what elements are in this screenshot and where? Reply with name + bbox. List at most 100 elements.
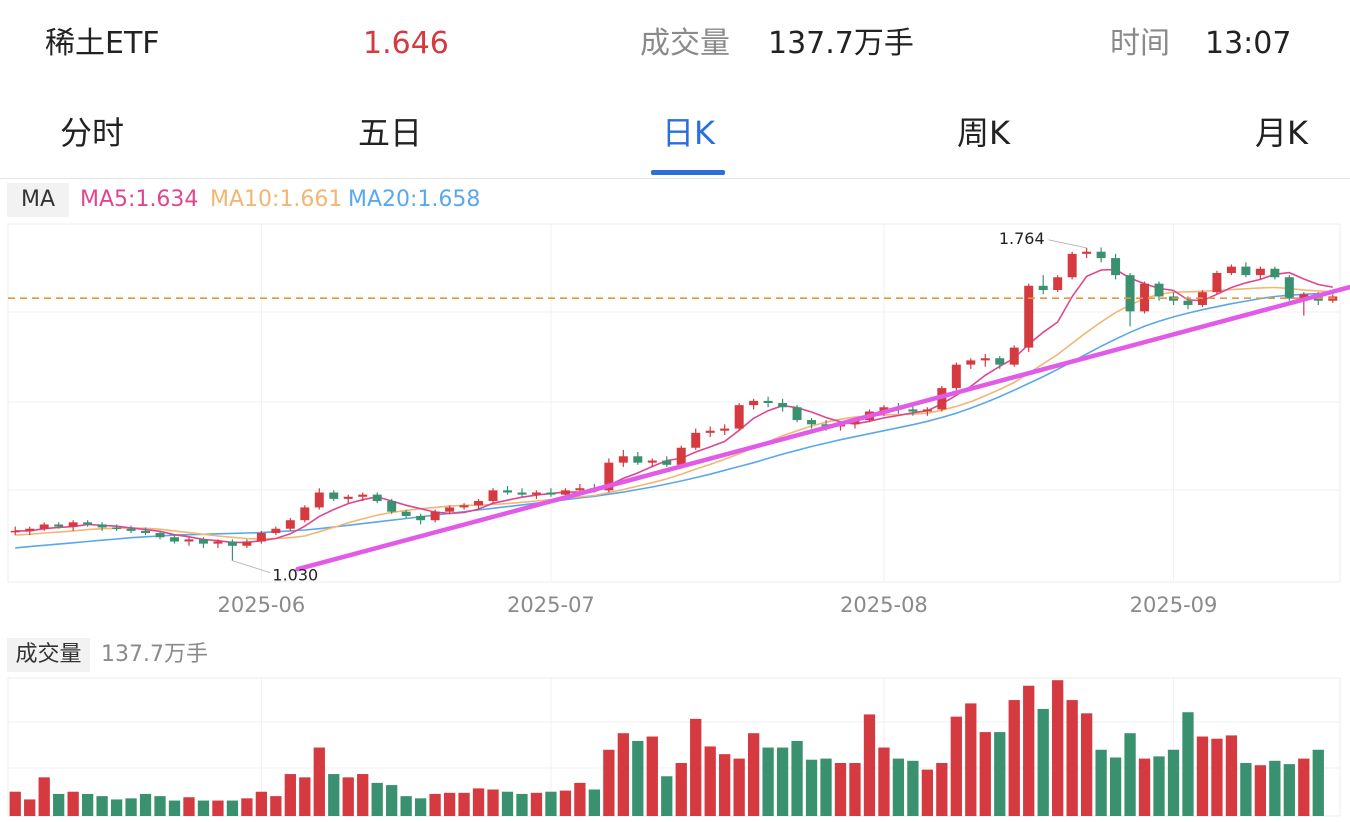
tab-monthly-k[interactable]: 月K: [1255, 114, 1308, 152]
candle-body: [314, 492, 324, 508]
volume-bar: [1298, 758, 1310, 816]
candles: [10, 247, 1338, 561]
x-tick-label: 2025-06: [217, 593, 305, 617]
high-price-label: 1.764: [999, 229, 1045, 248]
candle-body: [1009, 347, 1019, 365]
candle-body: [1067, 253, 1077, 278]
candle-body: [1038, 285, 1048, 291]
candle-body: [488, 490, 498, 502]
volume-bar: [1052, 680, 1064, 816]
time-value: 13:07: [1205, 26, 1292, 61]
volume-bar: [1196, 736, 1209, 816]
volume-bar: [719, 754, 731, 816]
volume-bar: [1037, 708, 1049, 816]
candle-body: [618, 456, 628, 463]
tab-daily-k[interactable]: 日K: [662, 114, 715, 152]
tab-intraday[interactable]: 分时: [60, 114, 125, 152]
volume-bar: [96, 796, 108, 816]
volume-bar: [921, 769, 934, 816]
volume-bar: [516, 793, 528, 816]
candle-body: [908, 409, 918, 412]
candle-body: [546, 492, 556, 495]
time-label: 时间: [1110, 26, 1170, 61]
candle-body: [126, 528, 136, 531]
volume-bar: [530, 792, 543, 816]
volume-bar: [1240, 763, 1252, 816]
kline-chart[interactable]: 1.764 1.030 2025-06 2025-07 2025-08 2025-09: [0, 220, 1350, 820]
volume-bar: [704, 746, 716, 816]
candle-body: [155, 532, 165, 538]
volume-bar: [776, 747, 789, 816]
candle-body: [1053, 277, 1063, 291]
candle-body: [966, 360, 976, 365]
candle-body: [271, 528, 281, 533]
candle-body: [647, 460, 657, 463]
volume-indicator-button[interactable]: 成交量: [7, 638, 90, 672]
volume-bar: [1138, 758, 1151, 816]
volume-bar: [328, 774, 340, 816]
quote-header: 稀土ETF 1.646 成交量 137.7万手 时间 13:07: [0, 0, 1350, 88]
candle-body: [343, 496, 353, 499]
candle-body: [1154, 283, 1164, 297]
candle-body: [503, 490, 512, 493]
period-tabs: 分时 五日 日K 周K 月K: [0, 88, 1350, 179]
candle-body: [1284, 277, 1294, 299]
candle-body: [1111, 258, 1121, 276]
volume-bar: [67, 791, 79, 816]
candle-body: [372, 494, 382, 502]
candle-body: [54, 524, 64, 527]
candle-body: [1270, 268, 1280, 278]
volume-bar: [168, 800, 181, 816]
volume-pane-border: [7, 677, 1341, 817]
candle-body: [430, 511, 440, 521]
candle-body: [560, 490, 570, 495]
volume-bar: [501, 791, 514, 816]
volume-bar: [183, 797, 195, 816]
candle-body: [83, 522, 93, 525]
candle-body: [879, 407, 889, 412]
candle-body: [1299, 294, 1309, 299]
candle-body: [227, 541, 237, 546]
volume-bar: [313, 747, 325, 816]
candle-body: [170, 537, 179, 542]
volume-bar: [1008, 700, 1020, 816]
candle-body: [401, 511, 411, 516]
volume-label: 成交量: [640, 26, 730, 61]
volume-bar: [472, 788, 485, 816]
ma-indicator-button[interactable]: MA: [7, 183, 69, 217]
volume-bar: [675, 763, 687, 816]
tab-five-day[interactable]: 五日: [358, 114, 423, 152]
volume-bar: [53, 793, 65, 816]
volume-bar: [805, 759, 818, 816]
volume-bar: [38, 777, 50, 816]
volume-value: 137.7万手: [768, 26, 914, 61]
volume-bar: [878, 747, 890, 816]
volume-bar: [1109, 757, 1122, 816]
volume-bar: [154, 796, 166, 816]
ma20-line: [15, 292, 1333, 549]
volume-bar: [24, 799, 36, 816]
candle-body: [329, 492, 339, 499]
volume-bar: [1254, 765, 1267, 816]
trendline: [295, 284, 1350, 572]
candle-body: [1241, 266, 1251, 276]
volume-bar: [1182, 712, 1194, 816]
volume-bar: [1167, 749, 1180, 816]
low-price-label: 1.030: [272, 566, 318, 585]
volume-bar: [197, 800, 210, 816]
volume-bar: [212, 800, 224, 816]
volume-bar: [255, 791, 268, 816]
volume-bar: [849, 763, 861, 816]
volume-bar: [617, 733, 629, 816]
x-tick-label: 2025-09: [1130, 593, 1218, 617]
moving-average-lines: [15, 268, 1333, 549]
candle-body: [1096, 251, 1106, 259]
tab-weekly-k[interactable]: 周K: [957, 114, 1010, 152]
chart-grid: [7, 223, 1341, 583]
candle-body: [184, 539, 194, 542]
candle-body: [633, 456, 643, 463]
volume-bar: [487, 789, 499, 816]
candle-body: [68, 522, 78, 527]
candle-body: [778, 403, 788, 408]
candle-body: [1255, 268, 1265, 276]
